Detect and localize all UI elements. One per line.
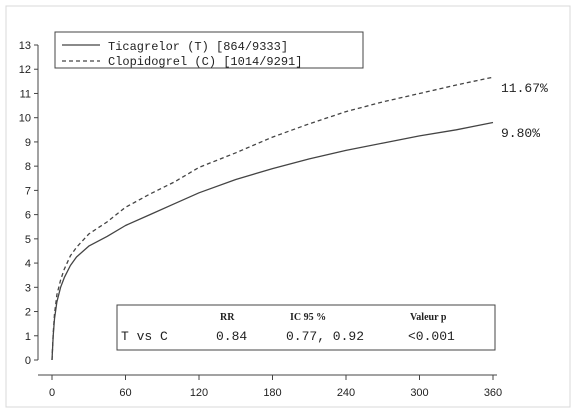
series-line-clopidogrel [51,76,494,361]
x-tick-label: 60 [119,387,131,399]
table-cell-comparison: T vs C [121,329,168,344]
series-line-ticagrelor [51,121,494,361]
end-label-ticagrelor: 9.80% [501,126,540,141]
y-tick-label: 6 [25,210,31,222]
table-header-ci: IC 95 % [290,312,326,323]
x-tick-label: 0 [49,387,55,399]
y-tick-label: 7 [25,185,31,197]
y-tick-label: 5 [25,234,31,246]
table-header-pvalue: Valeur p [410,312,447,323]
y-tick-label: 3 [25,282,31,294]
y-tick-label: 8 [25,161,31,173]
y-tick-label: 0 [25,355,31,367]
x-tick-label: 240 [337,387,355,399]
stats-table: RR IC 95 % Valeur p T vs C 0.84 0.77, 0.… [116,304,496,351]
y-tick-label: 1 [25,331,31,343]
table-header-rr: RR [220,312,235,323]
table-cell-rr: 0.84 [216,329,247,344]
stats-table-box [116,304,496,351]
legend-box [54,31,364,69]
table-cell-pvalue: <0.001 [408,329,455,344]
y-tick-label: 11 [20,88,31,100]
x-tick-label: 300 [410,387,428,399]
legend: Ticagrelor (T) [864/9333] Clopidogrel (C… [54,31,364,69]
y-tick-label: 12 [19,64,31,76]
table-cell-ci: 0.77, 0.92 [286,329,364,344]
x-tick-label: 180 [263,387,281,399]
y-tick-label: 2 [25,307,31,319]
y-tick-label: 13 [19,40,31,52]
y-tick-label: 10 [19,113,31,125]
end-label-clopidogrel: 11.67% [501,81,548,96]
series-layer [51,76,494,361]
legend-label-ticagrelor: Ticagrelor (T) [864/9333] [108,40,288,54]
y-tick-label: 9 [25,137,31,149]
x-tick-label: 360 [484,387,502,399]
x-tick-label: 120 [190,387,208,399]
legend-label-clopidogrel: Clopidogrel (C) [1014/9291] [108,55,302,69]
y-tick-label: 4 [25,258,31,270]
